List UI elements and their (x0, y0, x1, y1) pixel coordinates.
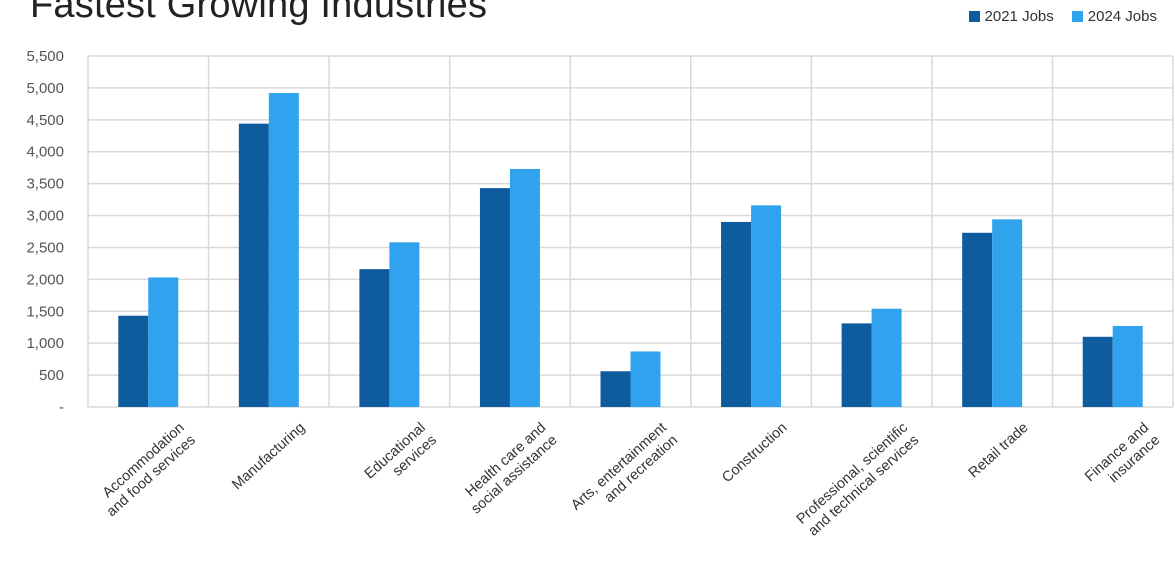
bar-2024 (389, 242, 420, 407)
legend-swatch-2024 (1071, 11, 1083, 22)
bar-2024 (992, 219, 1023, 407)
y-tick-label: 5,500 (26, 48, 64, 65)
bar-2021 (721, 221, 752, 407)
x-category-label: Arts, entertainmentand recreation (568, 420, 681, 526)
x-category-label: Professional, scientificand technical se… (794, 420, 922, 540)
y-tick-label: 4,000 (26, 144, 64, 161)
y-tick-label: - (59, 399, 64, 416)
x-category-label: Accommodationand food services (93, 420, 199, 520)
y-tick-label: 3,500 (26, 176, 64, 193)
y-tick-label: 500 (39, 367, 64, 384)
bar-2021 (1082, 336, 1113, 407)
y-tick-label: 1,500 (26, 303, 64, 320)
bar-2021 (479, 188, 510, 407)
x-category-label: Finance andinsurance (1082, 420, 1163, 498)
bar-2021 (841, 323, 872, 407)
x-category-label: Educationalservices (362, 420, 440, 495)
bar-2024 (871, 308, 902, 407)
y-tick-label: 4,500 (26, 112, 64, 129)
legend-item-2024: 2024 Jobs (1071, 8, 1157, 25)
bar-2021 (962, 232, 993, 407)
x-category-label: Retail trade (966, 420, 1032, 482)
x-category-label: Health care andsocial assistance (457, 420, 560, 518)
legend-swatch-2021 (968, 11, 980, 22)
chart-title: Fastest Growing Industries (30, 0, 488, 26)
legend-label-2021: 2021 Jobs (984, 8, 1054, 25)
y-tick-label: 2,000 (26, 271, 64, 288)
bar-2024 (1112, 325, 1143, 407)
y-tick-label: 1,000 (26, 335, 64, 352)
legend-label-2024: 2024 Jobs (1087, 8, 1157, 25)
bar-2021 (118, 315, 149, 407)
y-tick-label: 3,000 (26, 208, 64, 225)
legend-item-2021: 2021 Jobs (968, 8, 1054, 25)
bar-2024 (630, 351, 661, 407)
bar-2024 (751, 205, 782, 407)
bar-2021 (359, 269, 390, 407)
chart-legend: 2021 Jobs 2024 Jobs (968, 8, 1157, 25)
bar-2021 (600, 371, 631, 407)
y-tick-label: 2,500 (26, 239, 64, 256)
x-category-label: Manufacturing (229, 420, 308, 493)
bar-2021 (238, 123, 269, 407)
bar-2024 (509, 168, 540, 407)
bar-2024 (148, 277, 179, 407)
x-category-label: Construction (719, 420, 790, 486)
y-tick-label: 5,000 (26, 80, 64, 97)
bar-2024 (268, 93, 299, 408)
